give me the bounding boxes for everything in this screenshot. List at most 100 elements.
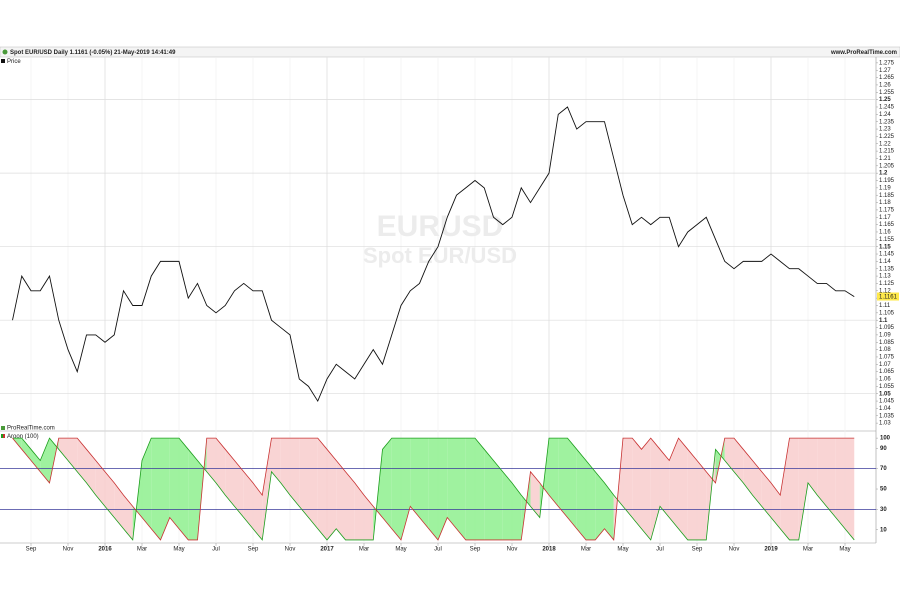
aroon-fill	[428, 438, 438, 540]
last-price-tag	[877, 292, 899, 301]
y-tick-label: 90	[880, 446, 887, 452]
y-tick-label: 1.265	[879, 75, 895, 81]
aroon-fill	[299, 438, 309, 518]
x-tick-label: Sep	[470, 547, 481, 553]
aroon-fill	[447, 438, 457, 529]
aroon-fill	[253, 482, 263, 540]
watermark-name: Spot EUR/USD	[363, 243, 517, 268]
aroon-fill	[502, 471, 512, 540]
aroon-fill	[660, 449, 670, 518]
aroon-fill	[160, 438, 170, 540]
aroon-fill	[354, 482, 364, 540]
aroon-fill	[317, 438, 327, 540]
aroon-fill	[650, 438, 660, 540]
aroon-fill	[243, 471, 253, 529]
y-tick-label: 1.155	[879, 237, 895, 243]
aroon-fill	[151, 438, 161, 540]
aroon-fill	[678, 438, 688, 540]
x-tick-label: Mar	[359, 547, 369, 553]
aroon-fill	[336, 460, 346, 540]
aroon-fill	[835, 438, 845, 529]
aroon-fill	[687, 449, 697, 540]
x-tick-label: Sep	[26, 547, 37, 553]
y-tick-label: 1.065	[879, 369, 895, 375]
aroon-fill	[604, 482, 614, 540]
aroon-fill	[752, 460, 762, 507]
y-tick-label: 1.035	[879, 413, 895, 419]
x-tick-label: Sep	[692, 547, 703, 553]
aroon-fill	[475, 438, 485, 540]
y-tick-label: 50	[880, 487, 887, 493]
aroon-fill	[327, 449, 337, 540]
y-tick-label: 1.03	[879, 421, 891, 427]
y-tick-label: 1.235	[879, 119, 895, 125]
y-tick-label: 1.06	[879, 377, 891, 383]
y-tick-label: 1.05	[879, 391, 891, 397]
y-tick-label: 1.19	[879, 185, 891, 191]
y-tick-label: 1.055	[879, 384, 895, 390]
aroon-fill	[21, 438, 31, 461]
aroon-fill	[234, 460, 244, 518]
y-tick-label: 1.175	[879, 207, 895, 213]
price-line	[12, 106, 855, 403]
y-tick-label: 1.135	[879, 266, 895, 272]
aroon-fill	[743, 449, 753, 496]
aroon-fill	[567, 438, 577, 529]
aroon-fill	[142, 438, 152, 529]
y-tick-label: 1.21	[879, 156, 891, 162]
y-tick-label: 1.07	[879, 362, 891, 368]
x-tick-label: 2019	[764, 547, 778, 553]
x-tick-label: May	[395, 547, 406, 553]
y-tick-label: 1.13	[879, 274, 891, 280]
aroon-fill	[401, 438, 411, 540]
y-tick-label: 1.09	[879, 332, 891, 338]
x-tick-label: Nov	[729, 547, 740, 553]
aroon-fill	[280, 438, 290, 496]
aroon-fill	[271, 438, 281, 483]
x-tick-label: Nov	[507, 547, 518, 553]
y-tick-label: 10	[880, 527, 887, 533]
legend-aroon: Aroon (100)	[7, 434, 39, 440]
y-tick-label: 1.095	[879, 325, 895, 331]
y-tick-label: 1.18	[879, 200, 891, 206]
aroon-fill	[179, 438, 189, 540]
aroon-fill	[669, 438, 679, 529]
aroon-fill	[308, 438, 318, 529]
aroon-fill	[493, 460, 503, 540]
aroon-fill	[826, 438, 836, 518]
aroon-fill	[789, 438, 799, 540]
aroon-fill	[169, 438, 179, 529]
x-tick-label: Mar	[581, 547, 591, 553]
aroon-fill	[845, 438, 855, 540]
y-tick-label: 1.15	[879, 244, 891, 250]
y-tick-label: 1.25	[879, 97, 891, 103]
y-tick-label: 1.24	[879, 112, 891, 118]
y-tick-label: 1.1	[879, 318, 888, 324]
aroon-line	[12, 437, 855, 541]
y-tick-label: 1.16	[879, 230, 891, 236]
watermark-symbol: EURUSD	[377, 210, 504, 243]
header-title: Spot EUR/USD Daily 1.1161 (-0.05%) 21-Ma…	[10, 50, 176, 56]
x-tick-label: Nov	[285, 547, 296, 553]
y-tick-label: 1.145	[879, 252, 895, 258]
source-label: ProRealTime.com	[7, 426, 55, 432]
x-tick-label: Jul	[434, 547, 442, 553]
aroon-fill	[40, 438, 50, 483]
aroon-fill	[780, 438, 790, 540]
x-tick-label: 2018	[542, 547, 556, 553]
y-tick-label: 1.04	[879, 406, 891, 412]
x-tick-label: May	[839, 547, 850, 553]
legend-swatch	[3, 434, 5, 438]
header-bar	[0, 46, 900, 58]
aroon-fill	[262, 438, 272, 540]
y-tick-label: 1.22	[879, 141, 891, 147]
y-tick-label: 1.14	[879, 259, 891, 265]
last-price-label: 1.1161	[879, 294, 898, 300]
aroon-fill	[188, 449, 198, 540]
y-tick-label: 1.245	[879, 105, 895, 111]
y-tick-label: 1.2	[879, 171, 888, 177]
aroon-fill	[77, 438, 87, 483]
aroon-fill	[382, 438, 392, 529]
aroon-fill	[512, 482, 522, 540]
y-tick-label: 1.205	[879, 163, 895, 169]
